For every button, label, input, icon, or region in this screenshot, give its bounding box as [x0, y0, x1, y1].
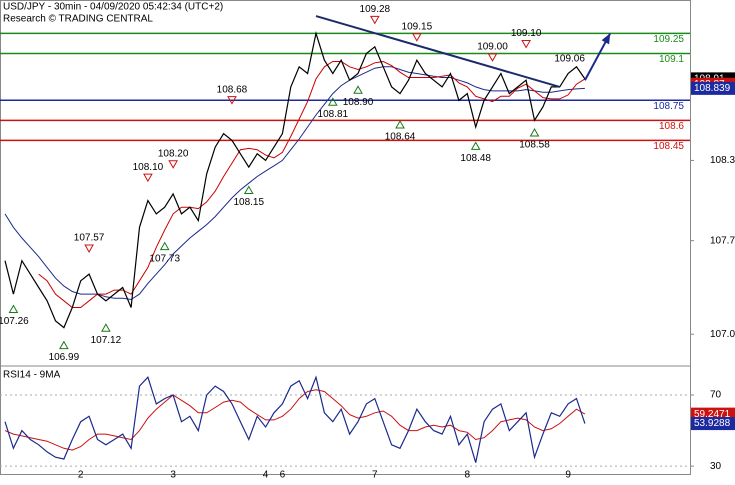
y-tick-label: 30 — [710, 461, 722, 472]
pivot-high — [168, 160, 178, 169]
pivot-label: 109.00 — [477, 41, 508, 52]
trendline — [315, 15, 561, 88]
pivot-label: 108.58 — [519, 140, 550, 151]
chart-title: USD/JPY - 30min - 04/09/2020 05:42:34 (U… — [3, 2, 223, 13]
pivot-label: 108.90 — [343, 97, 374, 108]
chart-subtitle: Research © TRADING CENTRAL — [3, 14, 153, 25]
pivot-label: 109.10 — [511, 28, 542, 39]
x-tick-label: 3 — [170, 470, 176, 480]
pivot-label: 108.81 — [318, 109, 349, 120]
pivot-label: 108.20 — [158, 148, 189, 159]
pivot-low — [59, 340, 69, 350]
level-label: 108.75 — [653, 101, 684, 112]
series-line — [38, 60, 586, 308]
rsi-title: RSI14 - 9MA — [3, 370, 61, 381]
price-tag-label: 53.9288 — [694, 418, 731, 429]
pivot-high — [411, 33, 422, 42]
pivot-label: 108.48 — [460, 153, 491, 164]
price-tag — [691, 81, 735, 95]
level-label: 108.45 — [653, 141, 684, 152]
price-tag-label: 59.2471 — [694, 409, 731, 420]
series-line — [4, 66, 585, 301]
x-tick-label: 9 — [565, 470, 571, 480]
pivot-high — [369, 15, 380, 25]
pivot-high — [521, 39, 531, 49]
pivot-label: 109.28 — [360, 4, 391, 15]
series-line — [4, 375, 586, 463]
price-tag — [691, 417, 735, 431]
pivot-label: 108.15 — [233, 197, 264, 208]
annotation-label: 109.06 — [554, 53, 585, 64]
x-tick-label: 7 — [372, 470, 378, 480]
pivot-low — [8, 304, 19, 313]
y-tick-label: 107.0 — [710, 329, 735, 340]
x-tick-label: 4 — [263, 470, 269, 480]
pivot-label: 107.73 — [149, 253, 180, 264]
pivot-low — [470, 141, 481, 150]
level-label: 108.6 — [659, 121, 684, 132]
pivot-high — [487, 53, 498, 62]
pivot-low — [529, 127, 540, 137]
x-tick-label: 2 — [78, 470, 84, 480]
x-tick-label: 6 — [280, 470, 286, 480]
y-tick-label: 70 — [710, 390, 722, 401]
pivot-label: 106.99 — [49, 352, 80, 363]
y-tick-label: 107.7 — [710, 235, 735, 246]
arrow-head — [601, 33, 611, 45]
pivot-label: 107.12 — [91, 335, 122, 346]
level-label: 109.1 — [659, 54, 684, 65]
series-line — [4, 31, 586, 329]
pivot-label: 108.64 — [385, 132, 416, 143]
pivot-high — [84, 244, 94, 254]
pivot-label: 108.68 — [217, 84, 248, 95]
y-tick-label: 108.3 — [710, 155, 735, 166]
pivot-low — [395, 119, 405, 129]
pivot-high — [227, 96, 237, 105]
level-label: 109.25 — [653, 34, 684, 45]
pivot-low — [327, 97, 338, 106]
pivot-label: 109.15 — [402, 21, 433, 32]
pivot-label: 107.26 — [0, 316, 29, 327]
pivot-low — [353, 85, 363, 94]
price-tag-label: 108.839 — [694, 83, 731, 94]
series-line — [4, 389, 586, 451]
pivot-low — [101, 323, 111, 332]
pivot-label: 107.57 — [74, 233, 105, 244]
pivot-high — [143, 173, 153, 183]
pivot-label: 108.10 — [133, 162, 164, 173]
x-tick-label: 8 — [465, 470, 471, 480]
pivot-low — [243, 185, 254, 194]
pivot-low — [159, 241, 170, 251]
